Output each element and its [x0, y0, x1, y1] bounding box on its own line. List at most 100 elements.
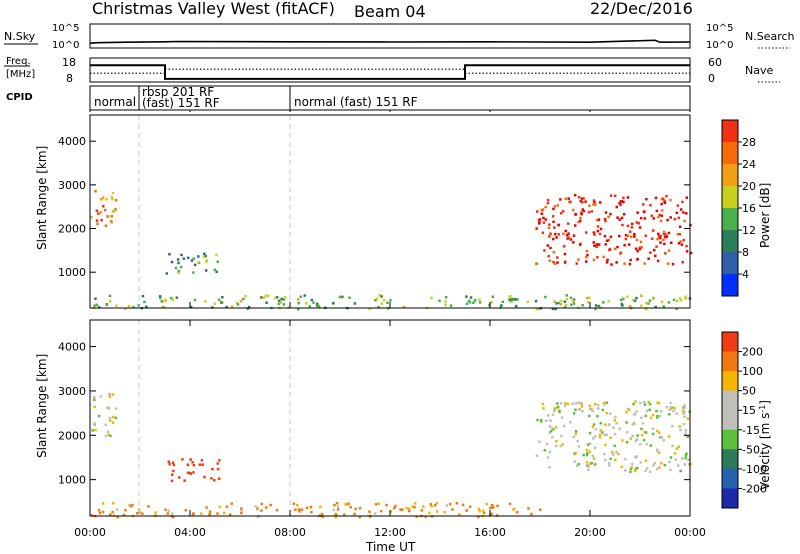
colorbar-tick-label: -200: [742, 482, 767, 495]
echo-mark: [571, 402, 574, 405]
echo-mark: [109, 434, 112, 438]
echo-mark: [646, 467, 649, 470]
echo-mark: [623, 262, 626, 265]
echo-mark: [405, 507, 408, 510]
echo-mark: [95, 209, 99, 212]
echo-mark: [638, 246, 641, 249]
echo-mark: [551, 436, 554, 439]
echo-mark: [269, 503, 272, 507]
echo-mark: [94, 190, 97, 193]
echo-mark: [629, 230, 632, 233]
echo-mark: [282, 298, 285, 301]
echo-mark: [192, 271, 195, 274]
echo-mark: [478, 301, 482, 304]
echo-mark: [657, 431, 661, 434]
echo-mark: [656, 416, 659, 419]
echo-mark: [510, 298, 514, 301]
echo-mark: [672, 409, 675, 413]
echo-mark: [632, 422, 636, 426]
echo-mark: [636, 466, 639, 470]
echo-mark: [577, 220, 580, 224]
echo-mark: [109, 300, 112, 303]
echo-mark: [332, 508, 336, 512]
echo-mark: [676, 204, 680, 207]
echo-mark: [106, 215, 109, 218]
echo-mark: [488, 303, 491, 307]
echo-mark: [282, 303, 286, 306]
echo-mark: [621, 439, 624, 442]
echo-mark: [679, 298, 683, 302]
echo-mark: [512, 298, 516, 301]
echo-mark: [604, 423, 607, 426]
echo-mark: [145, 305, 148, 308]
echo-mark: [205, 259, 208, 262]
echo-mark: [557, 233, 560, 236]
echo-mark: [630, 466, 634, 469]
echo-mark: [553, 300, 556, 303]
echo-mark: [129, 504, 133, 508]
echo-mark: [422, 505, 425, 508]
echo-mark: [541, 208, 545, 211]
echo-mark: [469, 296, 473, 299]
echo-mark: [131, 503, 134, 507]
colorbar-swatch: [722, 274, 738, 297]
echo-mark: [605, 261, 609, 264]
echo-mark: [658, 415, 662, 418]
echo-mark: [217, 477, 221, 480]
nsky-tick-low: 10^0: [52, 40, 79, 51]
colorbar-tick-label: 15: [742, 404, 756, 417]
echo-mark: [597, 218, 601, 221]
echo-mark: [580, 405, 584, 408]
echo-mark: [526, 300, 529, 304]
echo-mark: [230, 305, 234, 308]
echo-mark: [585, 448, 589, 452]
echo-mark: [539, 508, 542, 511]
cpid-label: CPID: [6, 92, 33, 103]
echo-mark: [662, 230, 666, 234]
echo-mark: [124, 307, 127, 311]
echo-mark: [610, 263, 613, 266]
echo-mark: [631, 298, 635, 302]
echo-mark: [644, 431, 648, 434]
echo-mark: [203, 475, 206, 479]
echo-mark: [555, 444, 558, 448]
echo-mark: [116, 516, 119, 519]
echo-mark: [213, 479, 216, 482]
echo-mark: [514, 304, 518, 308]
echo-mark: [598, 433, 602, 437]
echo-mark: [633, 469, 637, 473]
echo-mark: [645, 197, 648, 201]
echo-mark: [191, 512, 195, 516]
echo-mark: [664, 252, 667, 255]
echo-mark: [445, 504, 449, 507]
echo-mark: [628, 262, 632, 266]
echo-mark: [111, 393, 115, 396]
echo-mark: [654, 196, 658, 200]
range-tick-label: 4000: [58, 341, 86, 354]
echo-mark: [103, 208, 107, 212]
echo-mark: [650, 237, 654, 240]
echo-mark: [689, 251, 693, 255]
echo-mark: [680, 243, 684, 246]
echo-mark: [660, 436, 664, 439]
echo-mark: [591, 409, 594, 413]
echo-mark: [673, 406, 676, 410]
echo-mark: [622, 213, 626, 216]
echo-mark: [192, 464, 196, 467]
echo-mark: [574, 224, 577, 227]
echo-mark: [254, 505, 257, 508]
echo-mark: [618, 218, 621, 221]
nsky-label: N.Sky: [4, 30, 36, 43]
echo-mark: [280, 297, 283, 301]
echo-mark: [669, 216, 672, 219]
echo-mark: [99, 211, 103, 214]
echo-mark: [656, 237, 659, 241]
echo-mark: [685, 212, 688, 215]
echo-mark: [580, 197, 584, 200]
echo-mark: [317, 304, 320, 308]
velocity-colorbar-label: Velocity [m s-1]: [758, 400, 772, 490]
echo-mark: [671, 424, 674, 428]
echo-mark: [556, 402, 559, 405]
echo-mark: [455, 502, 459, 505]
echo-mark: [590, 461, 593, 465]
